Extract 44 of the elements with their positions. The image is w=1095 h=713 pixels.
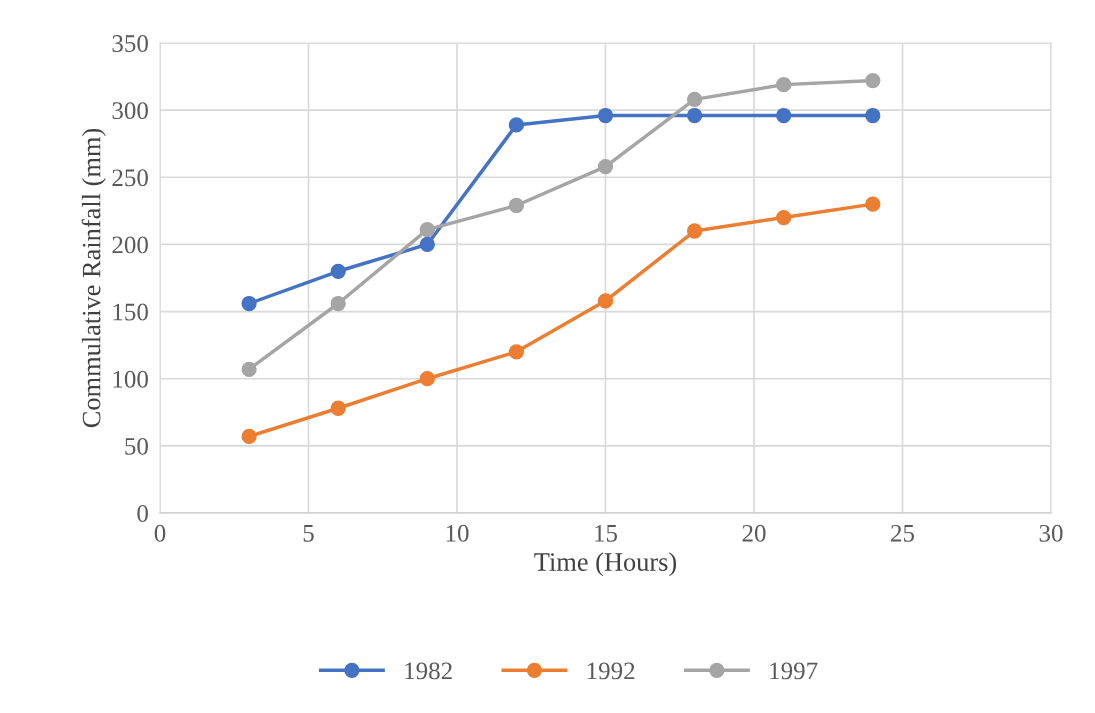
point bbox=[686, 107, 703, 124]
point bbox=[241, 295, 257, 312]
point bbox=[330, 295, 346, 312]
point bbox=[597, 107, 614, 124]
y-tick-label: 0 bbox=[137, 505, 148, 522]
x-axis-title: Time (Hours) bbox=[534, 552, 677, 577]
legend-label: 1982 bbox=[405, 662, 452, 680]
point bbox=[597, 158, 614, 175]
legend-label: 1997 bbox=[770, 662, 818, 680]
y-tick-label: 50 bbox=[125, 437, 148, 455]
point bbox=[419, 236, 435, 253]
point bbox=[508, 197, 525, 214]
point bbox=[597, 293, 614, 309]
y-axis-title: Commulative Rainfall (mm) bbox=[81, 128, 106, 428]
y-tick-label: 350 bbox=[112, 35, 148, 52]
x-tick-label: 15 bbox=[595, 524, 618, 542]
point bbox=[419, 371, 435, 387]
point bbox=[330, 400, 346, 416]
point bbox=[330, 263, 346, 279]
x-tick-label: 20 bbox=[742, 524, 766, 542]
point bbox=[776, 76, 792, 93]
x-tick-label: 10 bbox=[446, 524, 469, 542]
point bbox=[508, 344, 525, 360]
y-tick-label: 300 bbox=[112, 102, 148, 120]
y-tick-label: 250 bbox=[112, 169, 148, 187]
legend-label: 1992 bbox=[587, 662, 635, 680]
x-tick-label: 30 bbox=[1039, 524, 1063, 542]
y-tick-label: 200 bbox=[112, 236, 148, 254]
point bbox=[241, 361, 257, 377]
x-tick-label: 25 bbox=[891, 524, 915, 542]
point bbox=[865, 107, 881, 124]
point bbox=[686, 223, 703, 239]
x-tick-label: 5 bbox=[303, 525, 314, 542]
point bbox=[508, 117, 525, 133]
point bbox=[776, 107, 792, 124]
point bbox=[241, 428, 257, 445]
point bbox=[686, 91, 703, 108]
point bbox=[419, 222, 435, 238]
x-tick-label: 0 bbox=[154, 524, 166, 542]
point bbox=[776, 209, 792, 226]
y-tick-label: 100 bbox=[113, 370, 148, 388]
point bbox=[865, 72, 881, 89]
y-tick-label: 150 bbox=[113, 303, 148, 321]
point bbox=[865, 196, 881, 212]
